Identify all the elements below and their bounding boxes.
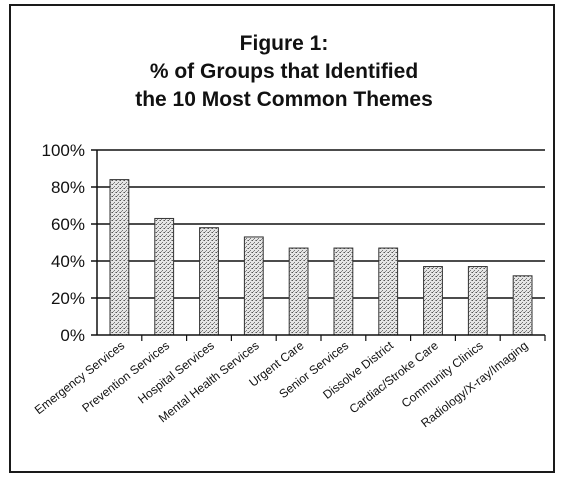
y-tick-label: 80% [51, 178, 85, 197]
bar [512, 275, 533, 336]
bar [378, 247, 399, 336]
bar [243, 236, 264, 336]
chart-title: Figure 1: % of Groups that Identified th… [11, 30, 557, 114]
chart-title-line-1: Figure 1: [239, 32, 329, 55]
bar [199, 227, 219, 336]
y-tick-label: 60% [51, 215, 85, 234]
x-category-label: Hospital Services [135, 338, 217, 406]
y-tick-label: 0% [60, 326, 85, 345]
bar [333, 247, 354, 336]
chart-title-line-2: % of Groups that Identified [149, 60, 419, 83]
chart-frame: Figure 1: % of Groups that Identified th… [9, 4, 555, 473]
chart-title-line-3: the 10 Most Common Themes [135, 88, 433, 111]
bars [109, 179, 533, 336]
bar [109, 179, 130, 336]
bar [467, 266, 488, 336]
axes [91, 149, 546, 341]
y-tick-label: 20% [51, 289, 85, 308]
bar [154, 217, 175, 336]
bar [288, 247, 309, 336]
y-tick-label: 40% [51, 252, 85, 271]
y-tick-label: 100% [42, 141, 85, 160]
y-tick-labels: 0% 20% 40% 60% 80% 100% [42, 141, 85, 345]
bar [423, 266, 443, 336]
